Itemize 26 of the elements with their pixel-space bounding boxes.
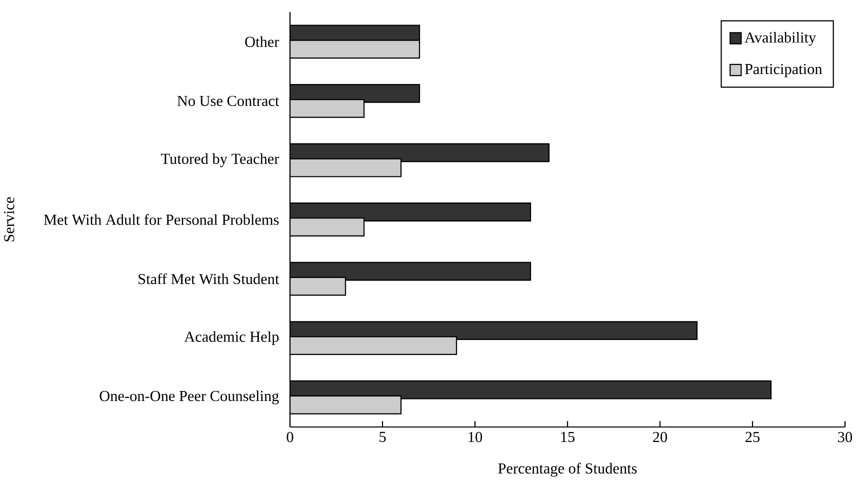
bar — [290, 276, 346, 296]
y-tick-label: No Use Contract — [177, 96, 280, 106]
bar — [290, 98, 365, 118]
y-tick-label: Other — [245, 36, 280, 48]
y-axis-title: Service — [4, 197, 14, 242]
bar — [290, 202, 532, 222]
x-tick-label: 10 — [468, 432, 482, 442]
y-tick-label: Academic Help — [184, 331, 279, 345]
x-tick-label: 15 — [561, 432, 575, 442]
x-axis-title: Percentage of Students — [498, 462, 637, 477]
x-tick-label: 20 — [653, 432, 668, 442]
bar — [290, 40, 420, 59]
y-tick-label: One-on-One Peer Counseling — [100, 390, 279, 404]
x-tick-label: 25 — [746, 432, 760, 442]
legend-label: Availability — [744, 32, 816, 46]
bar — [290, 336, 458, 356]
bar — [290, 218, 365, 236]
y-tick-label: Staff Met With Student — [138, 273, 280, 284]
bar — [290, 158, 402, 178]
y-tick-label: Met With Adult for Personal Problems — [44, 214, 279, 225]
y-tick-label: Tutored by Teacher — [161, 153, 280, 168]
x-tick-label: 0 — [286, 432, 294, 442]
legend-label: Participation — [744, 64, 822, 78]
x-tick-label: 30 — [838, 432, 852, 442]
x-tick-label: 5 — [380, 432, 386, 442]
bar — [290, 395, 402, 414]
